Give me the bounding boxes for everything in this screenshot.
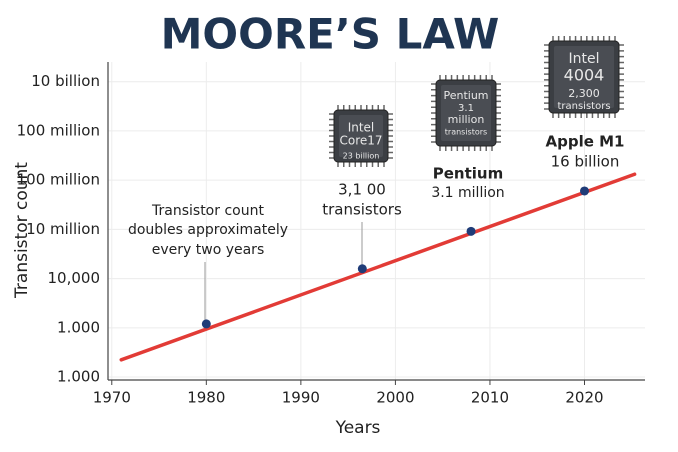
y-tick-label: 10 million bbox=[26, 220, 100, 238]
chip-caption: 3.1 million bbox=[431, 185, 504, 201]
x-tick-label: 2000 bbox=[376, 389, 414, 407]
chip-text: transistors bbox=[557, 101, 610, 112]
data-point bbox=[201, 319, 211, 329]
data-point bbox=[357, 264, 367, 274]
chip-face bbox=[441, 85, 491, 141]
x-tick-label: 2020 bbox=[565, 389, 603, 407]
y-tick-label: 100 million bbox=[17, 171, 100, 189]
chip-text: transistors bbox=[445, 128, 487, 137]
chip-caption: Apple M1 bbox=[546, 133, 625, 151]
x-axis-label: Years bbox=[335, 418, 381, 438]
chip-text: 3.1 bbox=[458, 103, 474, 114]
chip-caption: transistors bbox=[322, 201, 402, 219]
chart-title: MOORE’S LAW bbox=[161, 10, 500, 59]
data-point bbox=[579, 186, 589, 196]
chip-face bbox=[339, 115, 383, 157]
chip-text: Core17 bbox=[339, 134, 382, 148]
data-point bbox=[466, 226, 476, 236]
y-tick-label: 10 billion bbox=[31, 72, 100, 90]
chip-text: million bbox=[448, 113, 485, 126]
y-tick-label: 1.000 bbox=[57, 368, 100, 386]
x-tick-label: 2010 bbox=[471, 389, 509, 407]
trend-line bbox=[119, 172, 637, 362]
y-tick-label: 1.000 bbox=[57, 318, 100, 336]
y-tick-label: 10,000 bbox=[48, 269, 101, 287]
chip-text: 4004 bbox=[564, 66, 605, 85]
chip-caption: Pentium bbox=[433, 165, 503, 183]
chip-text: 2,300 bbox=[568, 87, 600, 100]
y-axis-label: Transistor count bbox=[12, 162, 32, 299]
chip-text: Intel bbox=[569, 51, 600, 67]
chip-text: Intel bbox=[348, 121, 375, 135]
x-tick-label: 1970 bbox=[93, 389, 131, 407]
x-tick-label: 1980 bbox=[187, 389, 225, 407]
chip-text: Pentium bbox=[443, 89, 488, 102]
chip-face bbox=[554, 46, 614, 108]
annotation-text: doubles approximately bbox=[128, 222, 288, 238]
chip-caption: 16 billion bbox=[551, 153, 620, 171]
annotation-text: every two years bbox=[152, 242, 265, 258]
annotation-text: Transistor count bbox=[151, 203, 264, 219]
chip-text: 23 billion bbox=[343, 152, 380, 161]
chip-caption: 3,1 00 bbox=[338, 181, 386, 199]
y-tick-label: 100 million bbox=[17, 121, 100, 139]
x-tick-label: 1990 bbox=[282, 389, 320, 407]
